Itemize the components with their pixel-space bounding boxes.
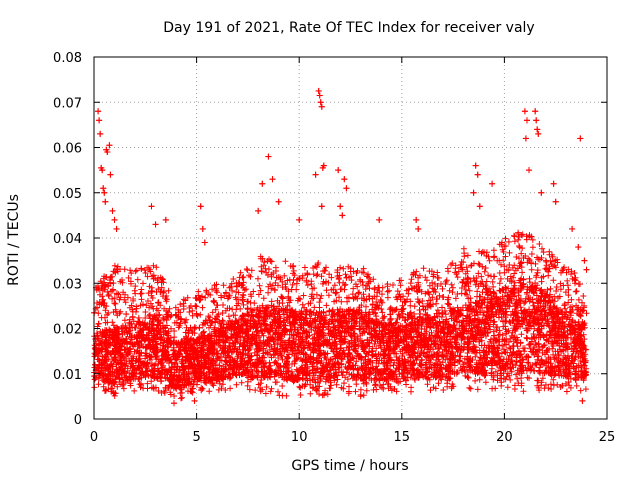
roti-point bbox=[575, 244, 582, 251]
y-tick-label: 0.08 bbox=[53, 51, 82, 66]
roti-point bbox=[523, 117, 530, 124]
roti-point bbox=[106, 142, 113, 149]
roti-point bbox=[97, 130, 104, 137]
roti-point bbox=[535, 130, 542, 137]
roti-point bbox=[521, 108, 528, 115]
roti-point bbox=[534, 126, 541, 133]
x-tick-label: 15 bbox=[394, 430, 411, 445]
roti-point bbox=[111, 216, 118, 223]
roti-point bbox=[317, 99, 324, 106]
roti-point bbox=[343, 185, 350, 192]
roti-point bbox=[415, 225, 422, 232]
roti-point bbox=[171, 400, 178, 407]
roti-point bbox=[191, 397, 198, 404]
roti-point bbox=[275, 198, 282, 205]
roti-point bbox=[99, 167, 106, 174]
roti-point bbox=[320, 162, 327, 169]
roti-point bbox=[201, 239, 208, 246]
roti-point bbox=[474, 171, 481, 178]
roti-data-points bbox=[91, 87, 590, 407]
roti-point bbox=[337, 203, 344, 210]
roti-point bbox=[100, 185, 107, 192]
y-tick-label: 0.06 bbox=[53, 142, 82, 157]
y-tick-label: 0.05 bbox=[53, 187, 82, 202]
roti-point bbox=[318, 103, 325, 110]
y-tick-label: 0.04 bbox=[53, 232, 82, 247]
roti-point bbox=[583, 266, 590, 273]
y-axis-label: ROTI / TECUs bbox=[6, 194, 22, 286]
roti-point bbox=[569, 225, 576, 232]
x-tick-label: 10 bbox=[291, 430, 308, 445]
roti-point bbox=[533, 117, 540, 124]
x-axis-label: GPS time / hours bbox=[291, 458, 408, 474]
roti-point bbox=[197, 203, 204, 210]
roti-point bbox=[259, 180, 266, 187]
roti-point bbox=[92, 361, 99, 368]
roti-point bbox=[552, 198, 559, 205]
roti-point bbox=[109, 207, 116, 214]
axis-ticks bbox=[93, 56, 608, 420]
scatter-marks bbox=[91, 87, 590, 407]
roti-point bbox=[550, 180, 557, 187]
roti-point bbox=[522, 135, 529, 142]
roti-point bbox=[148, 203, 155, 210]
y-axis-tick-labels: 0 0.01 0.02 0.03 0.04 0.05 0.06 0.07 0.08 bbox=[53, 51, 82, 428]
roti-point bbox=[113, 225, 120, 232]
roti-point bbox=[476, 203, 483, 210]
roti-point bbox=[318, 203, 325, 210]
roti-point bbox=[312, 171, 319, 178]
y-tick-label: 0.07 bbox=[53, 96, 82, 111]
roti-point bbox=[335, 167, 342, 174]
x-tick-label: 20 bbox=[496, 430, 513, 445]
roti-point bbox=[265, 153, 272, 160]
roti-point bbox=[95, 108, 102, 115]
x-axis-tick-labels: 0 5 10 15 20 25 bbox=[90, 430, 615, 445]
x-tick-label: 0 bbox=[90, 430, 98, 445]
roti-point bbox=[581, 257, 588, 264]
roti-point bbox=[162, 216, 169, 223]
roti-point bbox=[470, 189, 477, 196]
chart-title: Day 191 of 2021, Rate Of TEC Index for r… bbox=[163, 20, 534, 36]
roti-point bbox=[341, 176, 348, 183]
roti-point bbox=[104, 149, 111, 156]
roti-point bbox=[199, 225, 206, 232]
roti-point bbox=[526, 167, 533, 174]
roti-point bbox=[107, 171, 114, 178]
roti-point bbox=[472, 162, 479, 169]
y-tick-label: 0.03 bbox=[53, 277, 82, 292]
roti-point bbox=[532, 108, 539, 115]
roti-point bbox=[315, 87, 322, 94]
roti-point bbox=[96, 117, 103, 124]
roti-point bbox=[579, 397, 586, 404]
x-tick-label: 25 bbox=[599, 430, 616, 445]
roti-point bbox=[489, 180, 496, 187]
roti-point bbox=[413, 216, 420, 223]
y-tick-label: 0.02 bbox=[53, 323, 82, 338]
roti-point bbox=[101, 189, 108, 196]
roti-point bbox=[316, 92, 323, 99]
y-tick-label: 0.01 bbox=[53, 368, 82, 383]
roti-point bbox=[255, 207, 262, 214]
roti-point bbox=[376, 216, 383, 223]
roti-point bbox=[152, 221, 159, 228]
y-tick-label: 0 bbox=[74, 413, 82, 428]
roti-point bbox=[102, 198, 109, 205]
roti-point bbox=[269, 176, 276, 183]
roti-point bbox=[538, 189, 545, 196]
roti-point bbox=[296, 216, 303, 223]
x-tick-label: 5 bbox=[192, 430, 200, 445]
roti-point bbox=[577, 135, 584, 142]
roti-point bbox=[339, 212, 346, 219]
